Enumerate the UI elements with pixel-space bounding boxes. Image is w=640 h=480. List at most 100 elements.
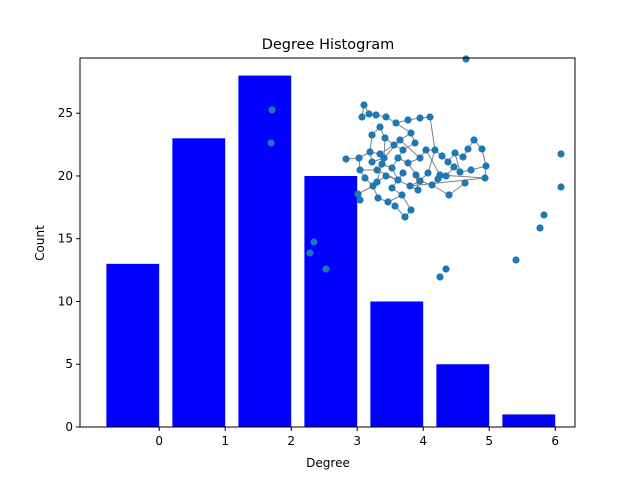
network-node [374, 194, 382, 202]
network-node [381, 134, 389, 142]
network-node [436, 171, 444, 179]
y-axis-ticks: 0 5 10 15 20 25 [58, 106, 80, 434]
network-node [461, 179, 469, 187]
bar-3 [304, 175, 358, 427]
network-node [438, 152, 446, 160]
network-node [394, 154, 402, 162]
network-node [412, 171, 420, 179]
network-node [354, 190, 362, 198]
network-node [394, 176, 402, 184]
network-node [392, 119, 400, 127]
network-node [407, 206, 415, 214]
bar-4 [370, 301, 424, 427]
network-node [464, 145, 472, 153]
network-node [422, 146, 430, 154]
bar-2 [238, 75, 292, 428]
isolated-node [436, 273, 444, 281]
isolated-node [268, 106, 276, 114]
isolated-node [557, 150, 565, 158]
network-edge [399, 139, 421, 159]
network-node [424, 169, 432, 177]
network-node [481, 174, 489, 182]
network-node [396, 136, 404, 144]
isolated-node [442, 265, 450, 273]
bar-0 [106, 263, 160, 427]
network-node [456, 168, 464, 176]
network-node [373, 166, 381, 174]
bar-1 [172, 138, 226, 427]
network-node [442, 172, 450, 180]
network-node [478, 145, 486, 153]
network-node [382, 172, 390, 180]
network-edge [383, 139, 401, 159]
network-node [450, 163, 458, 171]
x-tick-label: 6 [551, 434, 559, 448]
network-node [384, 198, 392, 206]
network-node [356, 196, 364, 204]
y-tick-label: 15 [58, 232, 73, 246]
network-node [398, 191, 406, 199]
network-node [342, 155, 350, 163]
network-edge [425, 149, 441, 176]
y-tick-label: 20 [58, 169, 73, 183]
isolated-node [306, 249, 314, 257]
network-node [445, 191, 453, 199]
network-node [431, 146, 439, 154]
network-node [470, 136, 478, 144]
network-node [404, 159, 412, 167]
network-node [356, 166, 364, 174]
isolated-node [536, 224, 544, 232]
isolated-node [267, 139, 275, 147]
network-node [416, 114, 424, 122]
network-node [361, 174, 369, 182]
network-edge [429, 116, 436, 151]
network-node [388, 164, 396, 172]
x-tick-label: 4 [419, 434, 427, 448]
y-tick-label: 10 [58, 294, 73, 308]
plot-frame [79, 57, 576, 428]
network-node [451, 149, 459, 157]
network-node [358, 113, 366, 121]
network-edge [409, 177, 486, 187]
network-edge [427, 149, 436, 174]
network-node [404, 116, 412, 124]
network-node [428, 181, 436, 189]
bar-6 [502, 414, 556, 427]
network-node [368, 131, 376, 139]
y-tick-label: 5 [65, 357, 73, 371]
network-node [376, 123, 384, 131]
network-node [378, 160, 386, 168]
network-node [416, 154, 424, 162]
x-tick-label: 0 [155, 434, 163, 448]
y-tick-label: 0 [65, 420, 73, 434]
network-node [355, 154, 363, 162]
network-node [388, 184, 396, 192]
network-node [407, 129, 415, 137]
isolated-node [310, 238, 318, 246]
x-tick-label: 3 [353, 434, 361, 448]
network-node [399, 146, 407, 154]
x-axis-ticks: 0 1 2 3 4 5 6 [155, 427, 559, 448]
network-node [401, 213, 409, 221]
bar-5 [436, 364, 490, 427]
network-node [482, 162, 490, 170]
y-axis-label: Count [33, 225, 47, 261]
network-node [382, 113, 390, 121]
network-inset [267, 55, 565, 281]
network-node [459, 153, 467, 161]
network-node [380, 154, 388, 162]
network-node [372, 111, 380, 119]
y-tick-label: 25 [58, 106, 73, 120]
network-node [399, 169, 407, 177]
network-node [467, 166, 475, 174]
isolated-node [540, 211, 548, 219]
network-node [444, 158, 452, 166]
network-node [366, 148, 374, 156]
network-node [426, 113, 434, 121]
network-node [373, 178, 381, 186]
network-node [416, 177, 424, 185]
isolated-node [322, 265, 330, 273]
isolated-node [557, 183, 565, 191]
x-axis-label: Degree [306, 456, 350, 470]
isolated-node [512, 256, 520, 264]
